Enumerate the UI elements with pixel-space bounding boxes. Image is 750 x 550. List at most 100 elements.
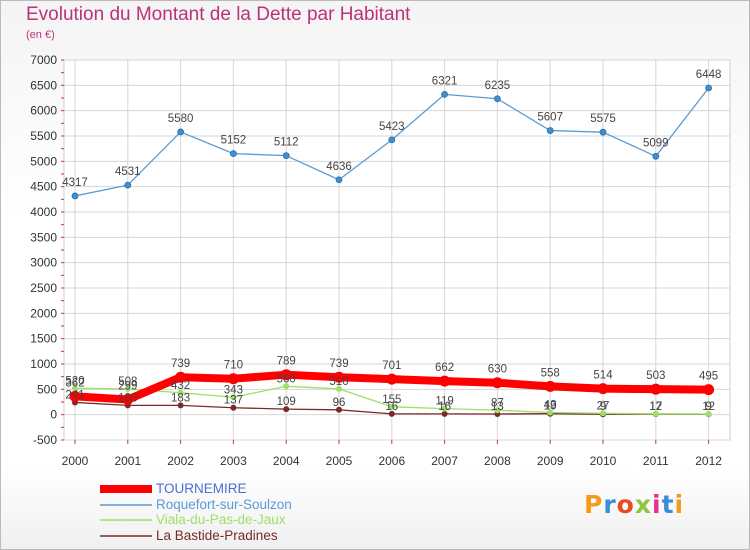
x-tick-label: 2010	[590, 454, 617, 468]
data-point-la-bastide-pradines	[230, 404, 237, 411]
data-label-viala-du-pas-de-jaux: 12	[702, 401, 715, 413]
logo-letter: r	[603, 490, 617, 519]
data-label-roquefort-sur-soulzon: 6235	[485, 80, 511, 92]
data-point-viala-du-pas-de-jaux	[705, 411, 712, 418]
data-label-roquefort-sur-soulzon: 4636	[326, 161, 352, 173]
data-label-la-bastide-pradines: 9	[705, 401, 711, 413]
data-label-tournemire: 789	[277, 356, 296, 368]
y-tick-label: 1500	[30, 332, 57, 346]
data-label-la-bastide-pradines: 241	[65, 389, 84, 401]
y-tick-label: 2000	[30, 306, 57, 320]
data-point-roquefort-sur-soulzon	[177, 128, 185, 136]
data-label-roquefort-sur-soulzon: 5607	[537, 112, 563, 124]
data-point-tournemire	[333, 371, 345, 383]
y-tick-label: 1000	[30, 357, 57, 371]
data-label-viala-du-pas-de-jaux: 510	[329, 376, 348, 388]
y-tick-label: 3000	[30, 256, 57, 270]
data-point-tournemire	[597, 383, 609, 395]
data-point-tournemire	[439, 375, 451, 387]
data-label-viala-du-pas-de-jaux: 520	[65, 375, 84, 387]
data-label-la-bastide-pradines: 16	[438, 401, 451, 413]
data-point-la-bastide-pradines	[441, 410, 448, 417]
data-point-tournemire	[227, 373, 239, 385]
legend: TOURNEMIRERoquefort-sur-SoulzonViala-du-…	[100, 481, 292, 543]
y-tick-label: 5000	[30, 154, 57, 168]
data-point-la-bastide-pradines	[336, 406, 342, 413]
data-label-roquefort-sur-soulzon: 6321	[432, 75, 458, 87]
data-label-tournemire: 558	[541, 367, 560, 379]
data-point-viala-du-pas-de-jaux	[124, 385, 131, 392]
data-label-viala-du-pas-de-jaux: 155	[382, 394, 401, 406]
data-label-roquefort-sur-soulzon: 6448	[696, 69, 722, 81]
y-tick-label: 4500	[30, 180, 57, 194]
data-label-viala-du-pas-de-jaux: 432	[171, 380, 190, 392]
data-label-tournemire: 662	[435, 362, 454, 374]
data-point-roquefort-sur-soulzon	[493, 95, 501, 103]
logo-letter: t	[661, 490, 675, 519]
data-label-roquefort-sur-soulzon: 5152	[221, 135, 247, 147]
data-point-roquefort-sur-soulzon	[388, 136, 396, 144]
y-tick-label: 0	[50, 408, 57, 422]
data-point-viala-du-pas-de-jaux	[177, 389, 184, 396]
data-label-la-bastide-pradines: 19	[544, 401, 557, 413]
logo-letter: P	[584, 490, 604, 519]
data-label-tournemire: 701	[382, 360, 401, 372]
y-tick-label: 5500	[30, 129, 57, 143]
data-label-la-bastide-pradines: 183	[171, 392, 190, 404]
data-label-roquefort-sur-soulzon: 5580	[168, 113, 194, 125]
data-label-tournemire: 739	[171, 358, 190, 370]
data-label-roquefort-sur-soulzon: 5099	[643, 137, 669, 149]
data-point-tournemire	[175, 371, 187, 383]
data-point-viala-du-pas-de-jaux	[547, 409, 554, 416]
data-label-viala-du-pas-de-jaux: 343	[224, 384, 243, 396]
y-tick-label: 7000	[30, 53, 57, 67]
data-point-viala-du-pas-de-jaux	[494, 407, 501, 414]
y-tick-label: 3500	[30, 230, 57, 244]
data-label-viala-du-pas-de-jaux: 87	[491, 397, 504, 409]
data-point-viala-du-pas-de-jaux	[652, 410, 659, 417]
data-point-roquefort-sur-soulzon	[71, 192, 79, 200]
x-tick-label: 2002	[167, 454, 194, 468]
data-label-la-bastide-pradines: 137	[224, 395, 243, 407]
data-point-roquefort-sur-soulzon	[229, 150, 237, 158]
data-label-viala-du-pas-de-jaux: 43	[544, 399, 557, 411]
data-label-viala-du-pas-de-jaux: 508	[118, 376, 137, 388]
y-tick-label: 2500	[30, 281, 57, 295]
proxiti-logo: Proxiti	[584, 490, 684, 519]
data-label-viala-du-pas-de-jaux: 27	[597, 400, 610, 412]
data-label-tournemire: 514	[593, 370, 613, 382]
data-point-roquefort-sur-soulzon	[282, 152, 290, 160]
data-label-tournemire: 299	[118, 381, 137, 393]
x-tick-label: 2008	[484, 454, 511, 468]
data-point-viala-du-pas-de-jaux	[230, 394, 237, 401]
data-point-tournemire	[650, 383, 662, 395]
chart-title: Evolution du Montant de la Dette par Hab…	[26, 4, 411, 25]
data-point-roquefort-sur-soulzon	[124, 181, 132, 189]
x-tick-label: 2004	[273, 454, 300, 468]
data-label-viala-du-pas-de-jaux: 560	[277, 373, 296, 385]
data-point-roquefort-sur-soulzon	[335, 176, 343, 184]
data-label-roquefort-sur-soulzon: 5575	[590, 113, 616, 125]
data-point-tournemire	[544, 380, 556, 392]
y-tick-label: 6000	[30, 104, 57, 118]
data-point-roquefort-sur-soulzon	[705, 84, 712, 92]
data-point-roquefort-sur-soulzon	[546, 127, 554, 134]
x-tick-label: 2009	[537, 454, 564, 468]
x-tick-label: 2000	[62, 454, 89, 468]
legend-label-la-bastide-pradines: La Bastide-Pradines	[156, 528, 278, 543]
data-label-viala-du-pas-de-jaux: 119	[435, 396, 453, 408]
logo-letter: i	[652, 490, 662, 519]
data-label-la-bastide-pradines: 9	[600, 401, 606, 413]
legend-label-roquefort-sur-soulzon: Roquefort-sur-Soulzon	[156, 497, 292, 512]
data-point-tournemire	[280, 369, 292, 381]
data-point-viala-du-pas-de-jaux	[600, 410, 606, 417]
x-axis: 2000 2001 2002 2003 2004 2005 2006 2007 2008 2009…	[62, 440, 722, 468]
data-label-la-bastide-pradines: 13	[491, 401, 504, 413]
y-tick-label: 4000	[30, 205, 57, 219]
data-point-roquefort-sur-soulzon	[652, 152, 660, 160]
data-label-roquefort-sur-soulzon: 4317	[62, 177, 88, 189]
logo-letter: x	[634, 490, 652, 519]
y-tick-label: -500	[33, 433, 57, 447]
data-point-la-bastide-pradines	[283, 406, 290, 413]
